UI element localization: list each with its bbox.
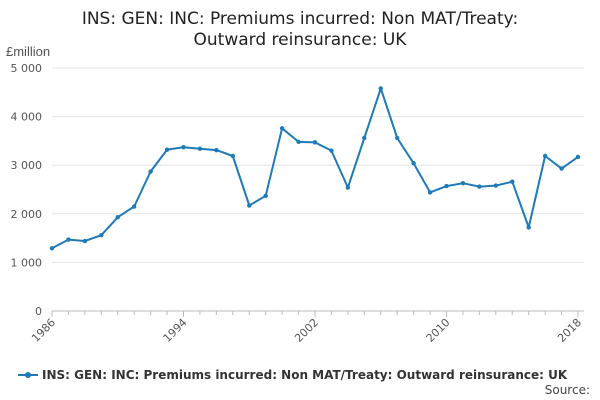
data-point[interactable]	[345, 185, 351, 190]
data-point[interactable]	[378, 86, 383, 91]
y-tick-label: 0	[35, 305, 42, 318]
data-point[interactable]	[82, 238, 88, 244]
data-point[interactable]	[444, 183, 449, 189]
data-point[interactable]	[131, 204, 137, 209]
x-tick-label: 1994	[161, 316, 190, 345]
y-tick-label: 4 000	[11, 111, 43, 124]
data-point[interactable]	[66, 237, 71, 242]
data-point[interactable]	[460, 180, 466, 186]
data-point[interactable]	[148, 169, 153, 174]
legend[interactable]: INS: GEN: INC: Premiums incurred: Non MA…	[18, 367, 567, 383]
y-axis-label: £million	[6, 44, 51, 59]
data-point[interactable]	[329, 148, 334, 153]
y-tick-label: 5 000	[11, 62, 43, 75]
data-point[interactable]	[181, 145, 186, 150]
y-tick-label: 1 000	[11, 256, 43, 269]
data-point[interactable]	[296, 139, 301, 145]
data-point[interactable]	[214, 147, 219, 153]
data-point[interactable]	[164, 147, 170, 152]
x-tick-label: 2002	[292, 316, 321, 345]
data-point[interactable]	[197, 146, 203, 151]
source-label: Source:	[544, 383, 590, 397]
data-point[interactable]	[263, 193, 268, 199]
data-point[interactable]	[115, 215, 120, 220]
data-point[interactable]	[411, 161, 416, 166]
x-tick-label: 1986	[29, 316, 58, 345]
data-point[interactable]	[99, 232, 104, 238]
data-point[interactable]	[230, 153, 236, 159]
data-point[interactable]	[312, 140, 318, 145]
chart-title-line-1: INS: GEN: INC: Premiums incurred: Non MA…	[81, 9, 519, 29]
legend-label: INS: GEN: INC: Premiums incurred: Non MA…	[42, 368, 568, 382]
data-point[interactable]	[575, 154, 581, 160]
series-line	[51, 87, 579, 250]
data-point[interactable]	[559, 166, 564, 171]
data-point[interactable]	[362, 135, 367, 141]
data-point[interactable]	[477, 184, 482, 189]
x-tick-label: 2010	[424, 316, 453, 345]
legend-swatch	[18, 370, 38, 380]
x-tick-label: 2018	[555, 316, 584, 345]
data-point[interactable]	[510, 179, 515, 184]
data-point[interactable]	[427, 190, 433, 195]
data-point[interactable]	[279, 126, 285, 131]
data-point[interactable]	[394, 135, 400, 141]
chart-title-line-2: Outward reinsurance: UK	[193, 30, 407, 50]
data-point[interactable]	[542, 153, 548, 159]
data-point[interactable]	[247, 203, 252, 208]
data-point[interactable]	[526, 225, 531, 230]
y-tick-label: 3 000	[11, 159, 43, 172]
data-point[interactable]	[49, 246, 55, 251]
y-tick-label: 2 000	[11, 208, 43, 221]
data-point[interactable]	[493, 183, 499, 188]
